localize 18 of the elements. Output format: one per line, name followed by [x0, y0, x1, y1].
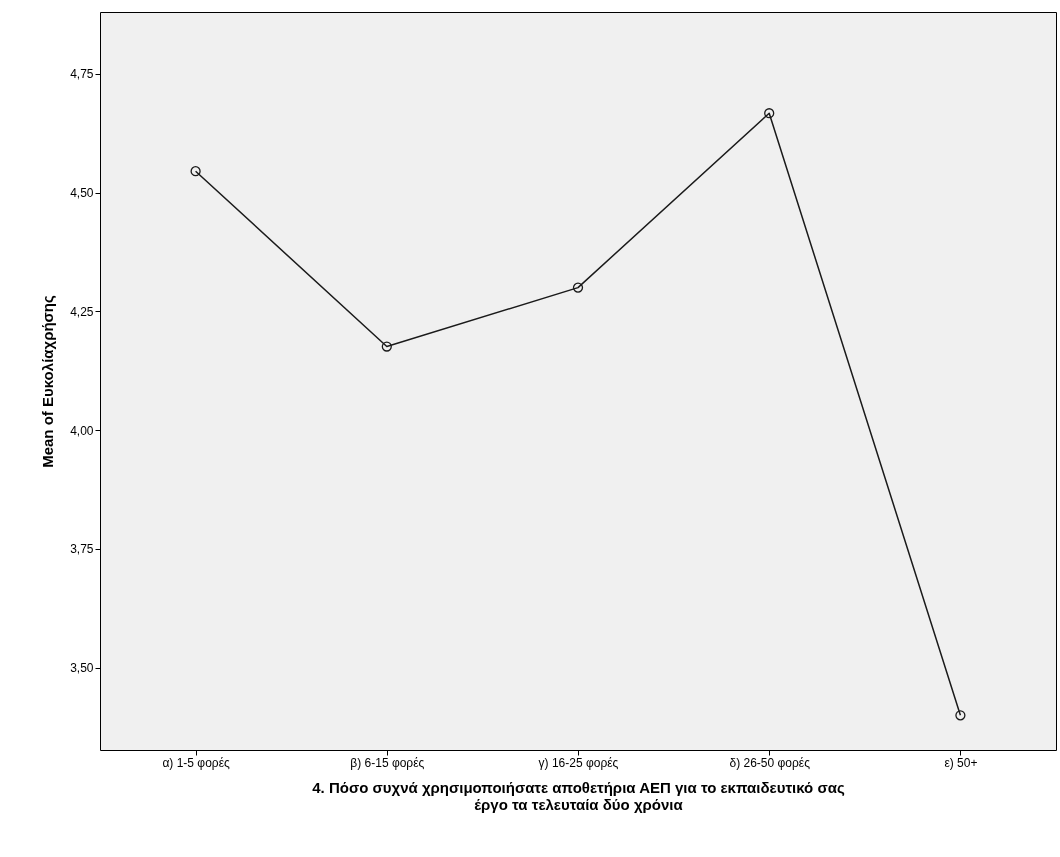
y-tick-label: 3,75 — [70, 542, 94, 557]
y-axis-title: Mean of Ευκολίαχρήσης — [39, 294, 57, 468]
x-tick-label: ε) 50+ — [944, 755, 978, 770]
x-tick-label: δ) 26-50 φορές — [729, 755, 811, 770]
y-tick-label: 4,75 — [70, 67, 94, 82]
point — [381, 341, 392, 352]
point — [764, 108, 775, 119]
x-tick-label: γ) 16-25 φορές — [538, 755, 619, 770]
x-tick-label: β) 6-15 φορές — [350, 755, 425, 770]
x-axis-title: 4. Πόσο συχνά χρησιμοποιήσατε αποθετήρια ΑΕΠ για το εκπαιδευτικό σας έργο τα τελευταία δύο χρόνια — [312, 778, 845, 813]
x-tick-label: α) 1-5 φορές — [162, 755, 230, 770]
point — [572, 282, 584, 293]
point — [955, 710, 966, 721]
y-tick-label: 4,00 — [70, 423, 94, 438]
y-tick-label: 4,25 — [70, 304, 94, 319]
point — [190, 166, 201, 177]
y-tick-label: 4,50 — [70, 186, 94, 201]
y-tick-label: 3,50 — [70, 661, 94, 676]
